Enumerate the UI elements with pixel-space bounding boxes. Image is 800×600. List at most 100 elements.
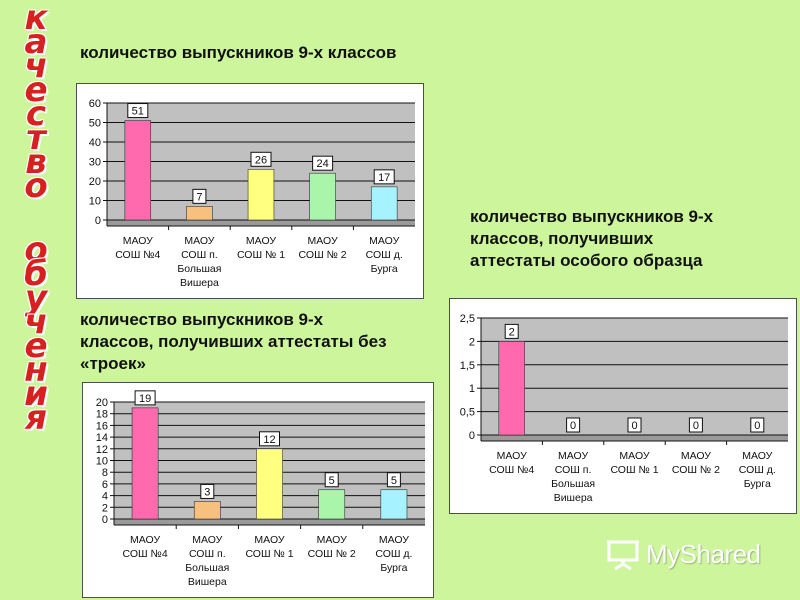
category-label-line: МАОУ [619, 450, 649, 462]
data-label-box [324, 472, 339, 488]
side-title-letter: т [26, 118, 46, 158]
category-label-line: СОШ № 2 [672, 464, 720, 476]
side-title: к а ч е с т в о о б у ч е н и я [8, 0, 64, 438]
data-label: 0 [570, 420, 576, 432]
side-title-letter: у [24, 278, 48, 318]
category-label-line: МАОУ [369, 235, 399, 247]
category-label-line: МАОУ [379, 534, 409, 546]
category-label-line: СОШ №4 [489, 464, 534, 476]
caption-chart-1: количество выпускников 9-х классов [80, 43, 397, 62]
data-label: 0 [754, 420, 760, 432]
projector-screen-icon [607, 540, 639, 571]
data-label: 3 [204, 486, 210, 498]
data-label: 51 [132, 106, 144, 118]
data-label: 5 [329, 475, 335, 487]
side-title-letter: я [25, 398, 47, 438]
category-label-line: МАОУ [681, 450, 711, 462]
data-label-box [566, 417, 581, 433]
category-label-line: Бурга [380, 562, 407, 574]
side-title-letter: о [24, 166, 48, 206]
data-label-box [750, 417, 765, 433]
category-label-line: МАОУ [254, 534, 284, 546]
category-label-line: СОШ № 1 [610, 464, 658, 476]
bar [124, 120, 152, 221]
y-tick-label: 40 [89, 137, 101, 149]
y-tick-label: 0 [102, 514, 108, 526]
y-tick-label: 0 [95, 215, 101, 227]
side-title-letter: е [24, 70, 48, 110]
data-label-box [386, 472, 401, 488]
caption-chart-3: количество выпускников 9-х классов, полу… [80, 309, 387, 375]
y-tick-label: 2 [469, 336, 475, 348]
y-tick-label: 0,5 [460, 407, 475, 419]
bar [380, 489, 408, 520]
y-tick-label: 10 [89, 196, 101, 208]
category-label-line: Бурга [744, 478, 771, 490]
category-label-line: МАОУ [497, 450, 527, 462]
y-tick-label: 8 [102, 467, 108, 479]
side-title-letter: к [24, 0, 48, 38]
chart-no-satisfactory-grades: 0 2 4 6 8 10 12 14 16 18 20 19 МАОУ СОШ №4 3 МАОУ СОШ п.… [82, 382, 434, 598]
data-label-box [192, 188, 207, 204]
category-label-line: Большая [551, 478, 595, 490]
side-title-letter: с [25, 94, 47, 134]
watermark-text: MyShared [646, 538, 761, 569]
category-label: МАОУ СОШ № 1 [237, 235, 285, 261]
side-title-letter: ч [24, 46, 48, 86]
category-label-line: СОШ п. [181, 249, 218, 261]
category-label-line: Бурга [371, 263, 398, 275]
side-title-letter: о [24, 230, 48, 270]
y-tick-label: 14 [96, 432, 108, 444]
category-label-line: СОШ п. [189, 548, 226, 560]
category-label-line: СОШ д. [739, 464, 776, 476]
category-label: МАОУ СОШ д. Бурга [375, 534, 412, 574]
y-tick-label: 4 [102, 491, 108, 503]
category-label: МАОУ СОШ п. Большая Вишера [177, 235, 221, 289]
data-label-box [373, 169, 395, 185]
category-label: МАОУ СОШ № 1 [245, 534, 293, 560]
bar [498, 341, 525, 436]
y-tick-label: 60 [89, 98, 101, 110]
chart-special-certificates-svg: 0 0,5 1 1,5 2 2,5 2 МАОУ СОШ №4 0 МАОУ СОШ п. Больша… [460, 313, 788, 504]
bar [186, 206, 213, 221]
data-label: 24 [316, 158, 328, 170]
category-label-line: МАОУ [246, 235, 276, 247]
caption-chart-2-line: количество выпускников 9-х [470, 207, 714, 226]
category-label-line: СОШ д. [366, 249, 403, 261]
side-title-letter: б [24, 254, 48, 294]
bar [247, 169, 275, 221]
category-label-line: СОШ д. [375, 548, 412, 560]
caption-chart-3-line: количество выпускников 9-х [80, 310, 324, 329]
plot-floor [114, 519, 425, 525]
side-title-letter: н [24, 350, 48, 390]
y-tick-label: 18 [96, 409, 108, 421]
y-tick-label: 6 [102, 479, 108, 491]
data-label-box [504, 323, 519, 339]
category-label: МАОУ СОШ № 2 [308, 534, 356, 560]
category-label-line: МАОУ [130, 534, 160, 546]
category-label: МАОУ СОШ № 1 [610, 450, 658, 476]
chart-graduates-total: 0 10 20 30 40 50 60 51 МАОУ СОШ №4 7 МАОУ СОШ п. Боль… [76, 83, 424, 299]
y-tick-label: 1,5 [460, 360, 475, 372]
side-title-letter: в [25, 142, 47, 182]
y-tick-label: 20 [96, 397, 108, 409]
caption-chart-3-line: «троек» [80, 354, 146, 373]
side-title-word-kachestvo: к а ч е с т в о [8, 0, 64, 206]
category-label-line: Вишера [188, 576, 227, 588]
caption-chart-2: количество выпускников 9-х классов, полу… [470, 206, 713, 272]
side-title-letter: и [24, 374, 48, 414]
y-tick-label: 20 [89, 176, 101, 188]
category-label: МАОУ СОШ п. Большая Вишера [185, 534, 229, 588]
bar [318, 489, 346, 520]
side-title-letter: е [24, 326, 48, 366]
data-label: 2 [509, 326, 515, 338]
category-label: МАОУ СОШ п. Большая Вишера [551, 450, 595, 504]
caption-chart-2-line: классов, получивших [470, 229, 654, 248]
data-label: 17 [378, 172, 390, 184]
category-label: МАОУ СОШ № 2 [672, 450, 720, 476]
category-label-line: Большая [177, 263, 221, 275]
data-label-box [312, 155, 334, 171]
side-title-letter: а [24, 22, 48, 62]
data-label: 0 [631, 420, 637, 432]
